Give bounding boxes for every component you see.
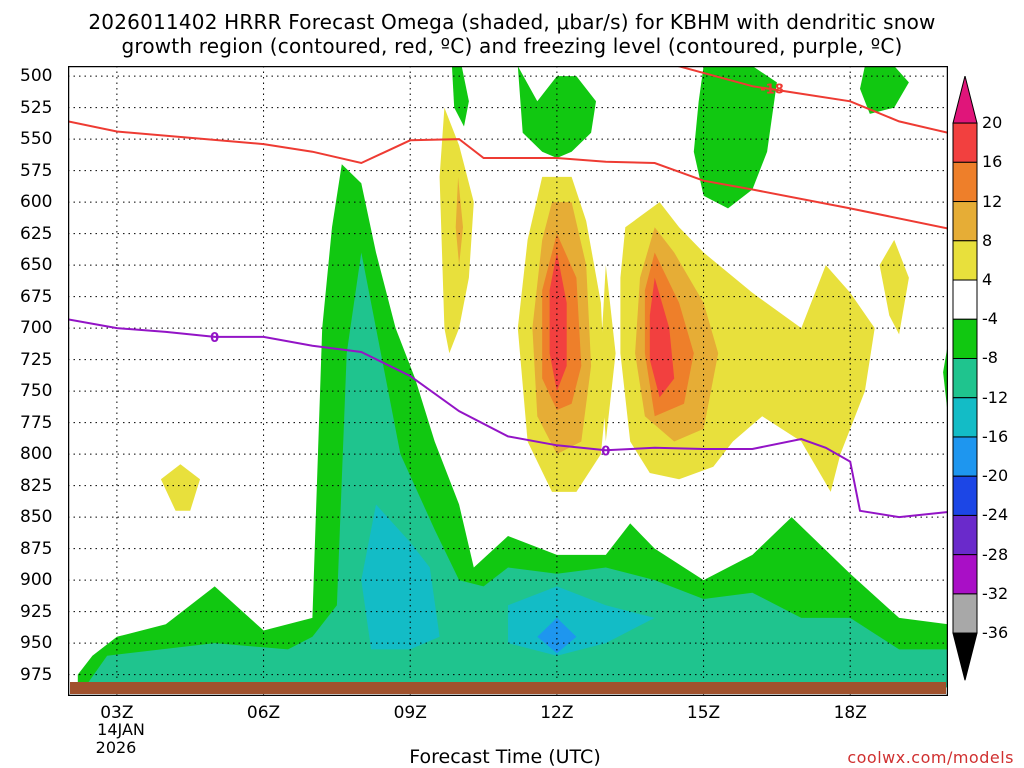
colorbar-label: -4 xyxy=(982,309,998,329)
contour-lines: -18 0 0 xyxy=(68,66,948,519)
y-tick-label: 925 xyxy=(20,601,53,622)
shade-rising-sliver xyxy=(600,265,616,442)
colorbar-label: 12 xyxy=(982,191,1003,211)
colorbar-label: -16 xyxy=(982,426,1009,446)
colorbar-bin-1 xyxy=(952,122,978,163)
y-tick-label: 900 xyxy=(20,570,53,591)
colorbar-bin-6 xyxy=(952,318,978,359)
snow-growth-upper-contour xyxy=(674,66,948,134)
omega-shading xyxy=(77,66,948,688)
shade-rising-cell-d xyxy=(160,464,200,511)
y-tick-label: 750 xyxy=(20,381,53,402)
colorbar-bin-8 xyxy=(952,397,978,438)
y-tick-label: 675 xyxy=(20,286,53,307)
colorbar-bin-5 xyxy=(952,279,978,320)
y-tick-label: 850 xyxy=(20,507,53,528)
colorbar-label: 20 xyxy=(982,113,1003,133)
y-tick-label: 650 xyxy=(20,255,53,276)
x-tick-label: 18Z xyxy=(833,703,867,723)
x-tick-label: 03Z xyxy=(100,703,134,723)
plot-frame xyxy=(68,66,948,696)
x-tick-label: 12Z xyxy=(540,703,574,723)
grid-lines xyxy=(68,66,948,696)
colorbar-bin-10 xyxy=(952,475,978,516)
colorbar-label: -36 xyxy=(982,623,1009,643)
omega-time-height-plot: -18 0 0 xyxy=(68,66,948,696)
shade-moderate-sink xyxy=(87,252,948,688)
colorbar-bin-13 xyxy=(952,593,978,634)
shade-upper-cell-2 xyxy=(517,66,596,158)
y-tick-label: 550 xyxy=(20,129,53,150)
colorbar-top-extend xyxy=(952,76,978,124)
y-tick-label: 525 xyxy=(20,97,53,118)
colorbar-label: 4 xyxy=(982,270,993,290)
y-tick-label: 950 xyxy=(20,633,53,654)
chart-title-line-2: growth region (contoured, red, ºC) and f… xyxy=(121,34,903,58)
shade-upper-cell-1 xyxy=(451,66,469,127)
colorbar-bottom-extend xyxy=(952,632,978,681)
shade-strong-sink-west xyxy=(361,504,440,650)
colorbar-label: 16 xyxy=(982,152,1003,172)
shade-upper-cell-4 xyxy=(860,66,909,114)
chart-title-line-1: 2026011402 HRRR Forecast Omega (shaded, … xyxy=(88,10,936,34)
colorbar-bin-7 xyxy=(952,357,978,399)
colorbar-label: -32 xyxy=(982,583,1009,603)
x-date-line-1: 14JAN xyxy=(97,720,145,739)
shade-rising-cell-a-core xyxy=(455,176,463,266)
colorbar-label: 8 xyxy=(982,230,993,250)
colorbar-label: -12 xyxy=(982,387,1009,407)
y-tick-label: 700 xyxy=(20,318,53,339)
freezing-level-label-2: 0 xyxy=(601,444,610,459)
colorbar-bin-9 xyxy=(952,436,978,477)
shade-strongest-sink xyxy=(537,617,577,654)
y-tick-label: 975 xyxy=(20,664,53,685)
colorbar-bin-4 xyxy=(952,240,978,281)
y-tick-label: 825 xyxy=(20,475,53,496)
colorbar xyxy=(952,76,978,681)
colorbar-label: -28 xyxy=(982,544,1009,564)
y-tick-label: 600 xyxy=(20,192,53,213)
x-date-line-2: 2026 xyxy=(95,738,137,757)
y-tick-label: 500 xyxy=(20,66,53,87)
colorbar-label: -8 xyxy=(982,348,998,368)
colorbar-bin-12 xyxy=(952,554,978,595)
freezing-level-label-1: 0 xyxy=(210,331,219,346)
colorbar-label: -24 xyxy=(982,505,1009,525)
x-tick-label: 09Z xyxy=(393,703,427,723)
shade-rising-cell-b-core xyxy=(549,252,567,392)
y-tick-label: 625 xyxy=(20,223,53,244)
y-tick-label: 800 xyxy=(20,444,53,465)
x-axis-title: Forecast Time (UTC) xyxy=(409,746,601,768)
shade-upper-cell-3 xyxy=(693,66,777,209)
shade-rising-cell-e xyxy=(879,239,909,335)
shade-rising-cell-c-core xyxy=(649,277,675,398)
colorbar-label: -20 xyxy=(982,466,1009,486)
snow-growth-contour-label: -18 xyxy=(760,83,784,98)
x-tick-label: 06Z xyxy=(246,703,281,723)
y-tick-label: 725 xyxy=(20,349,53,370)
y-tick-label: 575 xyxy=(20,160,53,181)
colorbar-bin-2 xyxy=(952,161,978,203)
colorbar-bin-11 xyxy=(952,514,978,556)
y-tick-label: 775 xyxy=(20,412,53,433)
x-tick-label: 15Z xyxy=(686,703,721,723)
colorbar-bin-3 xyxy=(952,201,978,242)
credit-text: coolwx.com/models xyxy=(847,748,1014,767)
ground-surface xyxy=(70,682,946,694)
y-tick-label: 875 xyxy=(20,538,53,559)
snow-growth-lower-contour xyxy=(68,120,948,230)
freezing-level-contour xyxy=(68,318,948,519)
